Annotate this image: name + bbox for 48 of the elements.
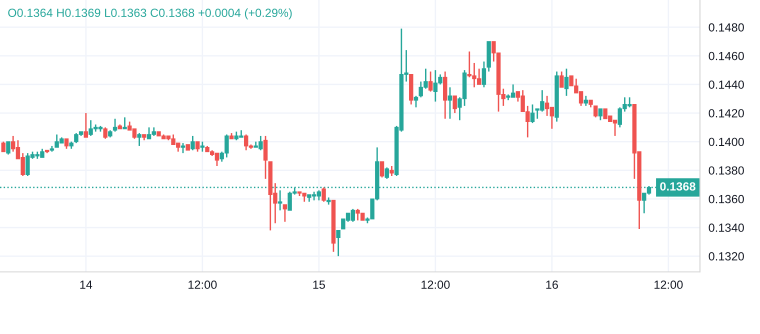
y-tick-label: 0.1340	[708, 224, 744, 232]
candlestick	[263, 135, 268, 180]
x-tick-label: 14	[80, 280, 92, 289]
candlestick	[137, 132, 142, 147]
x-tick-label: 12:00	[654, 280, 683, 289]
y-tick-label: 0.1360	[708, 194, 744, 204]
candlestick	[414, 95, 418, 108]
candlestick	[443, 70, 448, 120]
x-tick-label: 12:00	[188, 280, 217, 289]
y-tick-label: 0.1320	[708, 252, 744, 261]
candlestick	[64, 138, 69, 150]
candlestick	[530, 104, 535, 124]
candlestick	[6, 140, 10, 156]
candlestick	[384, 166, 389, 180]
candlestick	[112, 118, 118, 132]
y-tick-label: 0.1460	[708, 52, 744, 60]
candlestick	[560, 70, 564, 88]
x-tick-label: 12:00	[422, 280, 450, 289]
y-tick-label: 0.1400	[708, 138, 744, 146]
candlestick	[584, 95, 588, 107]
x-tick-label: 15	[313, 280, 325, 289]
x-tick-label: 16	[546, 280, 558, 289]
y-tick-label: 0.1380	[708, 166, 744, 175]
candlestick	[448, 86, 452, 120]
candlestick	[1, 140, 6, 152]
candlestick	[122, 116, 127, 130]
candlestick	[103, 126, 108, 140]
candlestick	[390, 165, 394, 177]
candlestick	[84, 112, 88, 138]
candlestick	[195, 140, 200, 152]
candlestick	[282, 204, 288, 222]
candlestick	[190, 135, 195, 151]
candlestick	[180, 142, 186, 154]
candlestick	[200, 140, 205, 152]
candlestick	[482, 60, 486, 88]
y-tick-label: 0.1440	[708, 80, 744, 89]
candlestick	[564, 68, 569, 97]
candlestick	[336, 230, 340, 257]
candlestick	[452, 95, 457, 114]
candlestick	[380, 161, 384, 178]
y-tick-label: 0.1420	[708, 109, 744, 118]
text: O0.1364 H0.1369 L0.1363 C0.1368 +0.0004 (+0.29%)	[8, 8, 292, 20]
y-tick-label: 0.1480	[708, 23, 744, 32]
ref-line-label: 0.1368	[660, 182, 696, 191]
candlestick	[598, 108, 603, 121]
candlestick	[428, 70, 433, 92]
candlestick	[593, 105, 598, 118]
candlestick	[322, 186, 326, 202]
